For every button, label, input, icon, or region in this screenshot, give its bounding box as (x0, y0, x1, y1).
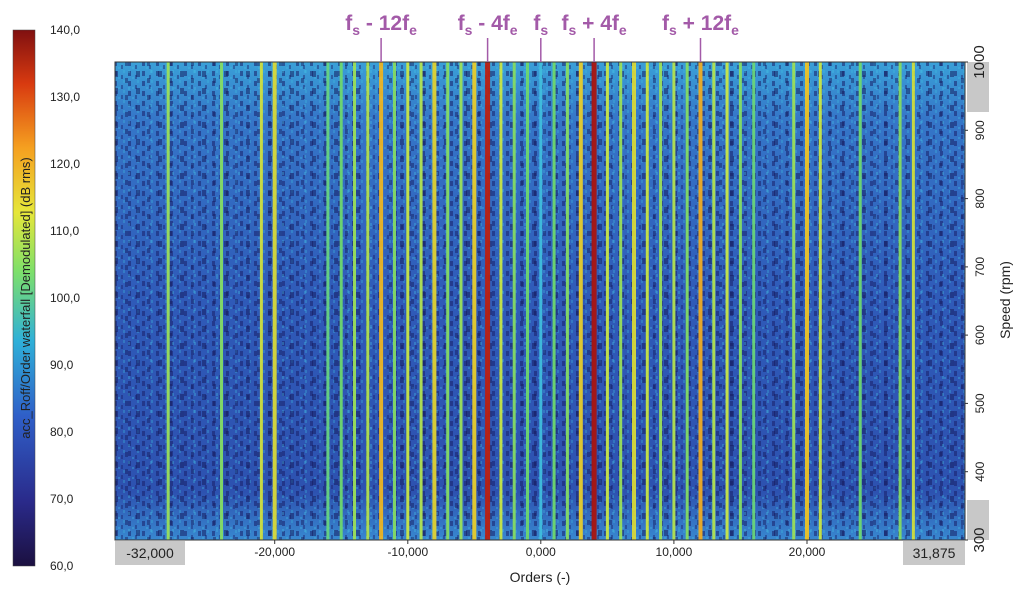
y-tick-label: 500 (973, 393, 987, 413)
order-line (565, 62, 569, 540)
annotations: fs - 12fe fs - 4fe fs fs + 4fe fs + 12fe (345, 12, 739, 62)
order-line (792, 62, 796, 540)
y-ticks: 300 400 500 600 700 800 900 1000 (965, 45, 988, 553)
annotation-label: fs (533, 12, 548, 38)
order-line (725, 62, 729, 540)
colorbar-ticks: 60,0 70,0 80,0 90,0 100,0 110,0 120,0 130,0 140,… (50, 23, 80, 573)
order-line (459, 62, 463, 540)
x-axis: -32,000 31,875 -20,000 -10,000 0,000 10,000… (115, 540, 965, 585)
order-line (446, 62, 450, 540)
colorbar-tick-label: 90,0 (50, 358, 74, 372)
order-line (898, 62, 902, 540)
order-line (712, 62, 716, 540)
order-lines (166, 62, 915, 540)
x-tick-label: -10,000 (387, 545, 428, 559)
order-line (393, 62, 396, 540)
order-line (379, 62, 384, 540)
x-edge-box-right (903, 541, 965, 565)
colorbar: acc_Roff/Order waterfall [Demodulated] (… (12, 23, 80, 573)
x-tick-label: 20,000 (789, 545, 826, 559)
order-line (858, 62, 862, 540)
order-line (339, 62, 343, 540)
order-line (591, 62, 597, 540)
order-line (526, 62, 529, 540)
x-edge-label-left: -32,000 (126, 545, 174, 561)
y-tick-label: 600 (973, 325, 987, 345)
colorbar-tick-label: 140,0 (50, 23, 80, 37)
x-edge-label-right: 31,875 (913, 545, 956, 561)
colorbar-label: acc_Roff/Order waterfall [Demodulated] (… (18, 157, 33, 439)
order-line (512, 62, 516, 540)
x-tick-label: -20,000 (254, 545, 295, 559)
colorbar-gradient (12, 29, 36, 567)
order-line (272, 62, 277, 540)
order-line (632, 62, 636, 540)
order-line (499, 62, 503, 540)
order-line (578, 62, 583, 540)
order-line (326, 62, 330, 540)
y-axis: 300 400 500 600 700 800 900 1000 Speed (rpm) (965, 45, 1013, 553)
x-edge-box-left (115, 541, 185, 565)
order-line (539, 62, 543, 540)
order-line (605, 62, 609, 540)
y-tick-label: 400 (973, 461, 987, 481)
plot-frame (114, 61, 966, 541)
colorbar-tick-label: 110,0 (50, 224, 79, 238)
order-line (259, 62, 263, 540)
y-tick-label: 700 (973, 257, 987, 277)
x-ticks: -20,000 -10,000 0,000 10,000 20,000 (254, 540, 826, 559)
y-tick-label: 1000 (971, 45, 988, 78)
colorbar-tick-label: 60,0 (50, 559, 74, 573)
order-line (432, 62, 437, 540)
plot-area (114, 61, 966, 541)
colorbar-tick-label: 80,0 (50, 425, 74, 439)
order-line (911, 62, 915, 540)
x-axis-title: Orders (-) (510, 569, 571, 585)
order-line (552, 62, 556, 540)
colorbar-tick-label: 130,0 (50, 90, 80, 104)
order-line (818, 62, 822, 540)
order-line (619, 62, 623, 540)
colorbar-tick-label: 100,0 (50, 291, 80, 305)
y-axis-title: Speed (rpm) (997, 261, 1013, 339)
order-line (406, 62, 410, 540)
order-line (366, 62, 370, 540)
y-tick-label: 800 (973, 188, 987, 208)
annotation-label: fs - 4fe (458, 12, 518, 38)
annotation-label: fs + 4fe (561, 12, 626, 38)
order-line (805, 62, 809, 540)
order-line (485, 62, 491, 540)
colorbar-tick-label: 70,0 (50, 492, 74, 506)
order-line (685, 62, 689, 540)
order-line (645, 62, 649, 540)
order-line (419, 62, 423, 540)
y-tick-label: 900 (973, 120, 987, 140)
annotation-label: fs + 12fe (662, 12, 739, 38)
x-tick-label: 10,000 (656, 545, 693, 559)
y-tick-label: 300 (971, 527, 988, 552)
order-line (738, 62, 742, 540)
order-line (472, 62, 477, 540)
order-line (659, 62, 663, 540)
annotation-label: fs - 12fe (345, 12, 417, 38)
y-edge-box-bottom (967, 500, 989, 540)
order-line (353, 62, 356, 540)
x-tick-label: 0,000 (526, 545, 556, 559)
order-line (220, 62, 223, 540)
colorbar-tick-label: 120,0 (50, 157, 80, 171)
order-line (752, 62, 756, 540)
order-line (166, 62, 170, 540)
y-edge-box-top (967, 62, 989, 112)
order-line (698, 62, 703, 540)
order-line (672, 62, 676, 540)
